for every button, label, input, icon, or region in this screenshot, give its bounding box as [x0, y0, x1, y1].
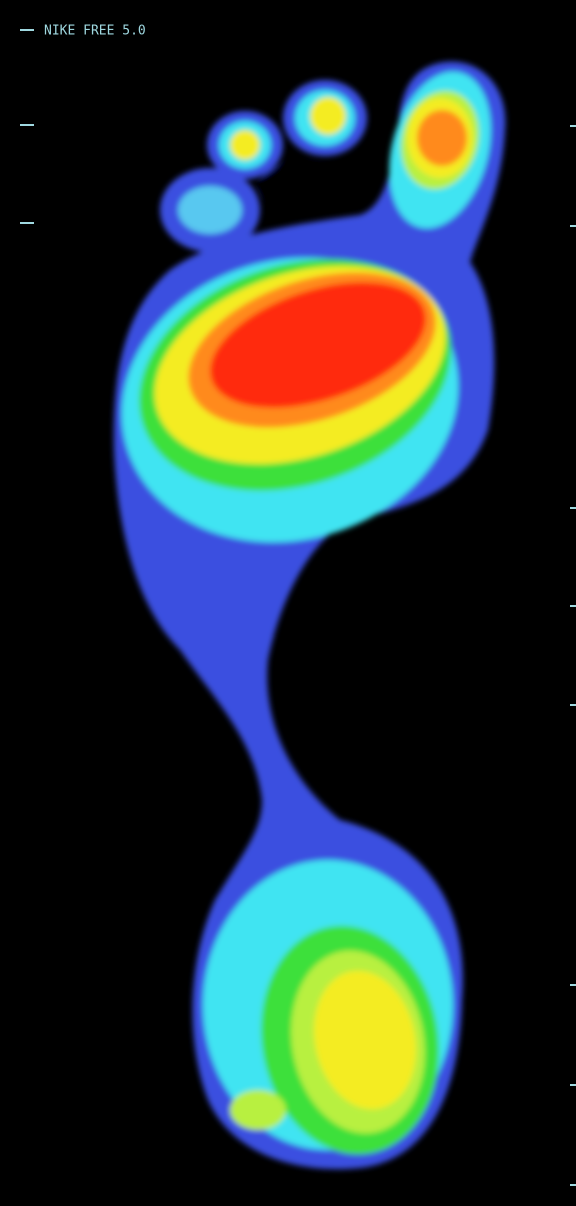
heel-spot — [230, 1090, 286, 1130]
toe-gap — [260, 163, 340, 207]
pressure-map: NIKE FREE 5.0 — [0, 0, 576, 1206]
big-toe-orange — [417, 110, 467, 166]
shoe-label: NIKE FREE 5.0 — [44, 24, 146, 39]
toe-yellow — [310, 97, 346, 135]
toe-yellow — [230, 130, 260, 160]
toe-cyan — [178, 186, 242, 234]
page: NIKE FREE 5.0 (() => { const data = JSON… — [0, 0, 576, 1206]
